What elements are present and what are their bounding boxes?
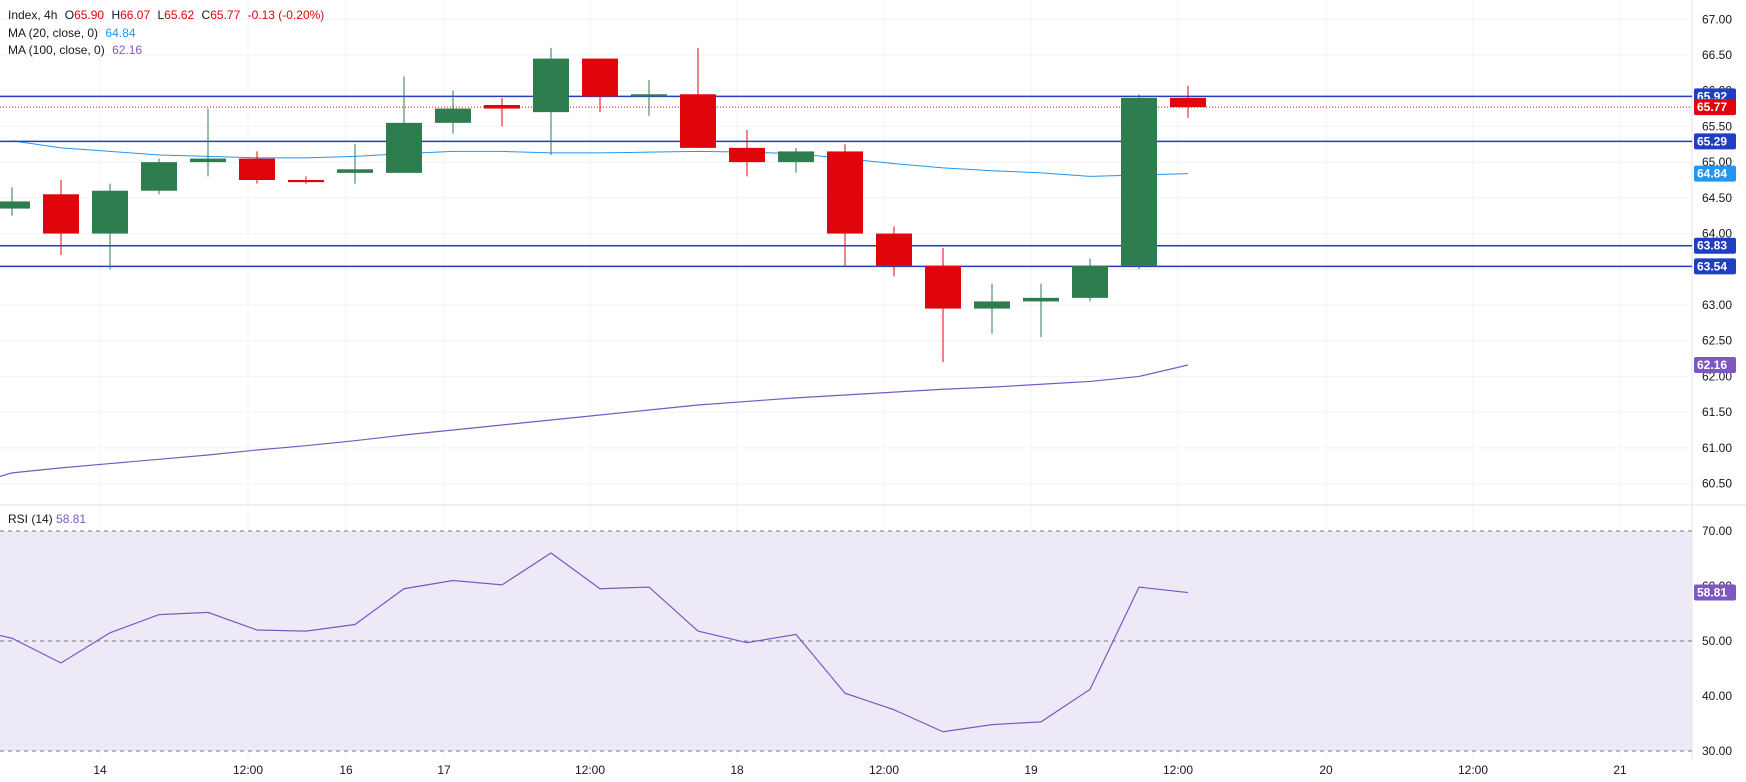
level-tag-bg	[1694, 133, 1736, 150]
y-tick-label: 65.50	[1702, 119, 1732, 133]
candle-body	[43, 194, 79, 234]
x-tick-label: 19	[1024, 763, 1038, 777]
ma20-value: 64.84	[105, 26, 136, 40]
candle-body	[239, 158, 275, 180]
ma100-tag-bg	[1694, 357, 1736, 373]
candle-body	[190, 158, 226, 163]
candle-body	[729, 147, 765, 163]
y-tick-label: 66.50	[1702, 48, 1732, 62]
y-tick-label: 62.50	[1702, 334, 1732, 348]
last-price-tag-bg	[1694, 99, 1736, 116]
rsi-label: RSI (14)	[8, 512, 53, 526]
x-tick-label: 16	[339, 763, 353, 777]
ma20-label: MA (20, close, 0)	[8, 26, 99, 40]
candle-body	[435, 108, 471, 123]
candle-body	[778, 151, 814, 163]
rsi-line	[0, 552, 1189, 733]
close-value: C65.77	[201, 8, 241, 22]
level-tag: 63.83	[1697, 239, 1727, 253]
candle-body	[386, 122, 422, 173]
rsi-tick-label: 50.00	[1702, 634, 1732, 648]
candle-body	[925, 265, 961, 309]
symbol-label: Index, 4h	[8, 8, 58, 22]
x-tick-label: 12:00	[1458, 763, 1488, 777]
candle-body	[92, 190, 128, 234]
rsi-last-tag-bg	[1694, 584, 1736, 601]
x-tick-label: 12:00	[233, 763, 263, 777]
candle-body	[680, 94, 716, 148]
level-tag: 63.54	[1697, 259, 1727, 273]
ohlc-legend: Index, 4h O65.90 H66.07 L65.62 C65.77 -0…	[8, 8, 328, 22]
level-tag-bg	[1694, 258, 1736, 275]
candle-body	[1072, 265, 1108, 298]
y-tick-label: 61.00	[1702, 441, 1732, 455]
candle-body	[631, 94, 667, 97]
ma100-line	[0, 364, 1189, 478]
y-tick-label: 67.00	[1702, 12, 1732, 26]
y-tick-label: 64.50	[1702, 191, 1732, 205]
x-tick-label: 20	[1319, 763, 1333, 777]
candle-body	[288, 180, 324, 183]
candle-body	[974, 301, 1010, 309]
x-tick-label: 21	[1613, 763, 1627, 777]
candle-body	[582, 58, 618, 97]
x-tick-label: 18	[730, 763, 744, 777]
candle-body	[141, 162, 177, 191]
rsi-value: 58.81	[56, 512, 87, 526]
ma100-label: MA (100, close, 0)	[8, 43, 105, 57]
open-value: O65.90	[64, 8, 105, 22]
y-tick-label: 60.50	[1702, 477, 1732, 491]
ma20-tag: 64.84	[1697, 167, 1727, 181]
candle-body	[1170, 97, 1206, 108]
ma100-legend: MA (100, close, 0) 62.16	[8, 43, 146, 57]
candle-body	[0, 201, 30, 209]
candle-body	[827, 151, 863, 234]
x-tick-label: 17	[437, 763, 451, 777]
candle-body	[1121, 97, 1157, 266]
ma20-legend: MA (20, close, 0) 64.84	[8, 26, 139, 40]
y-tick-label: 63.00	[1702, 298, 1732, 312]
y-tick-label: 64.00	[1702, 227, 1732, 241]
ma100-tag: 62.16	[1697, 358, 1727, 372]
x-tick-label: 12:00	[869, 763, 899, 777]
rsi-last-tag: 58.81	[1697, 586, 1727, 600]
level-tag-bg	[1694, 237, 1736, 254]
ma100-value: 62.16	[112, 43, 143, 57]
change-value: -0.13 (-0.20%)	[247, 8, 325, 22]
rsi-band	[0, 531, 1692, 751]
candle-body	[533, 58, 569, 113]
candle-body	[1023, 297, 1059, 302]
low-value: L65.62	[157, 8, 195, 22]
level-tag: 65.29	[1697, 134, 1727, 148]
rsi-tick-label: 30.00	[1702, 744, 1732, 758]
candle-body	[484, 105, 520, 109]
last-price-tag: 65.77	[1697, 100, 1727, 114]
x-tick-label: 12:00	[1163, 763, 1193, 777]
candle-body	[337, 169, 373, 173]
ma20-line	[11, 140, 1189, 177]
x-tick-label: 12:00	[575, 763, 605, 777]
rsi-tick-label: 70.00	[1702, 524, 1732, 538]
ma20-tag-bg	[1694, 165, 1736, 182]
rsi-tick-label: 40.00	[1702, 689, 1732, 703]
candle-body	[876, 233, 912, 266]
high-value: H66.07	[111, 8, 151, 22]
y-tick-label: 61.50	[1702, 405, 1732, 419]
rsi-legend: RSI (14) 58.81	[8, 512, 86, 526]
x-tick-label: 14	[93, 763, 107, 777]
